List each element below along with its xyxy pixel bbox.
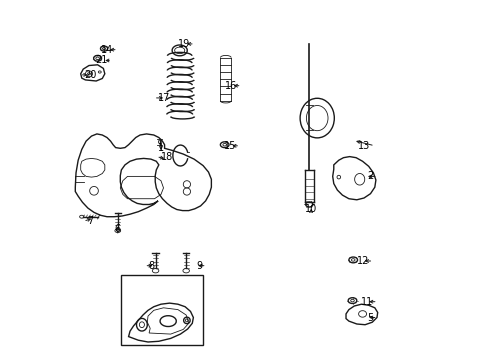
Text: 3: 3 [132, 287, 138, 297]
Bar [121, 275, 203, 345]
Text: 17: 17 [158, 93, 170, 103]
Text: 5: 5 [366, 312, 373, 323]
Text: 11: 11 [361, 297, 373, 307]
Text: 13: 13 [358, 141, 370, 151]
Text: 18: 18 [160, 152, 173, 162]
Text: 21: 21 [95, 55, 107, 66]
Text: 12: 12 [356, 256, 368, 266]
Text: 7: 7 [87, 216, 94, 226]
Text: 6: 6 [115, 224, 121, 234]
Text: 14: 14 [101, 45, 113, 55]
Text: 1: 1 [158, 143, 163, 153]
Text: 8: 8 [148, 261, 155, 271]
Text: 19: 19 [178, 39, 190, 49]
Text: 16: 16 [224, 81, 237, 91]
Text: 9: 9 [196, 261, 202, 271]
Text: 10: 10 [305, 204, 317, 214]
Text: 20: 20 [84, 70, 96, 80]
Text: 2: 2 [366, 171, 373, 181]
Text: 4: 4 [150, 292, 157, 302]
Text: 15: 15 [223, 141, 235, 151]
